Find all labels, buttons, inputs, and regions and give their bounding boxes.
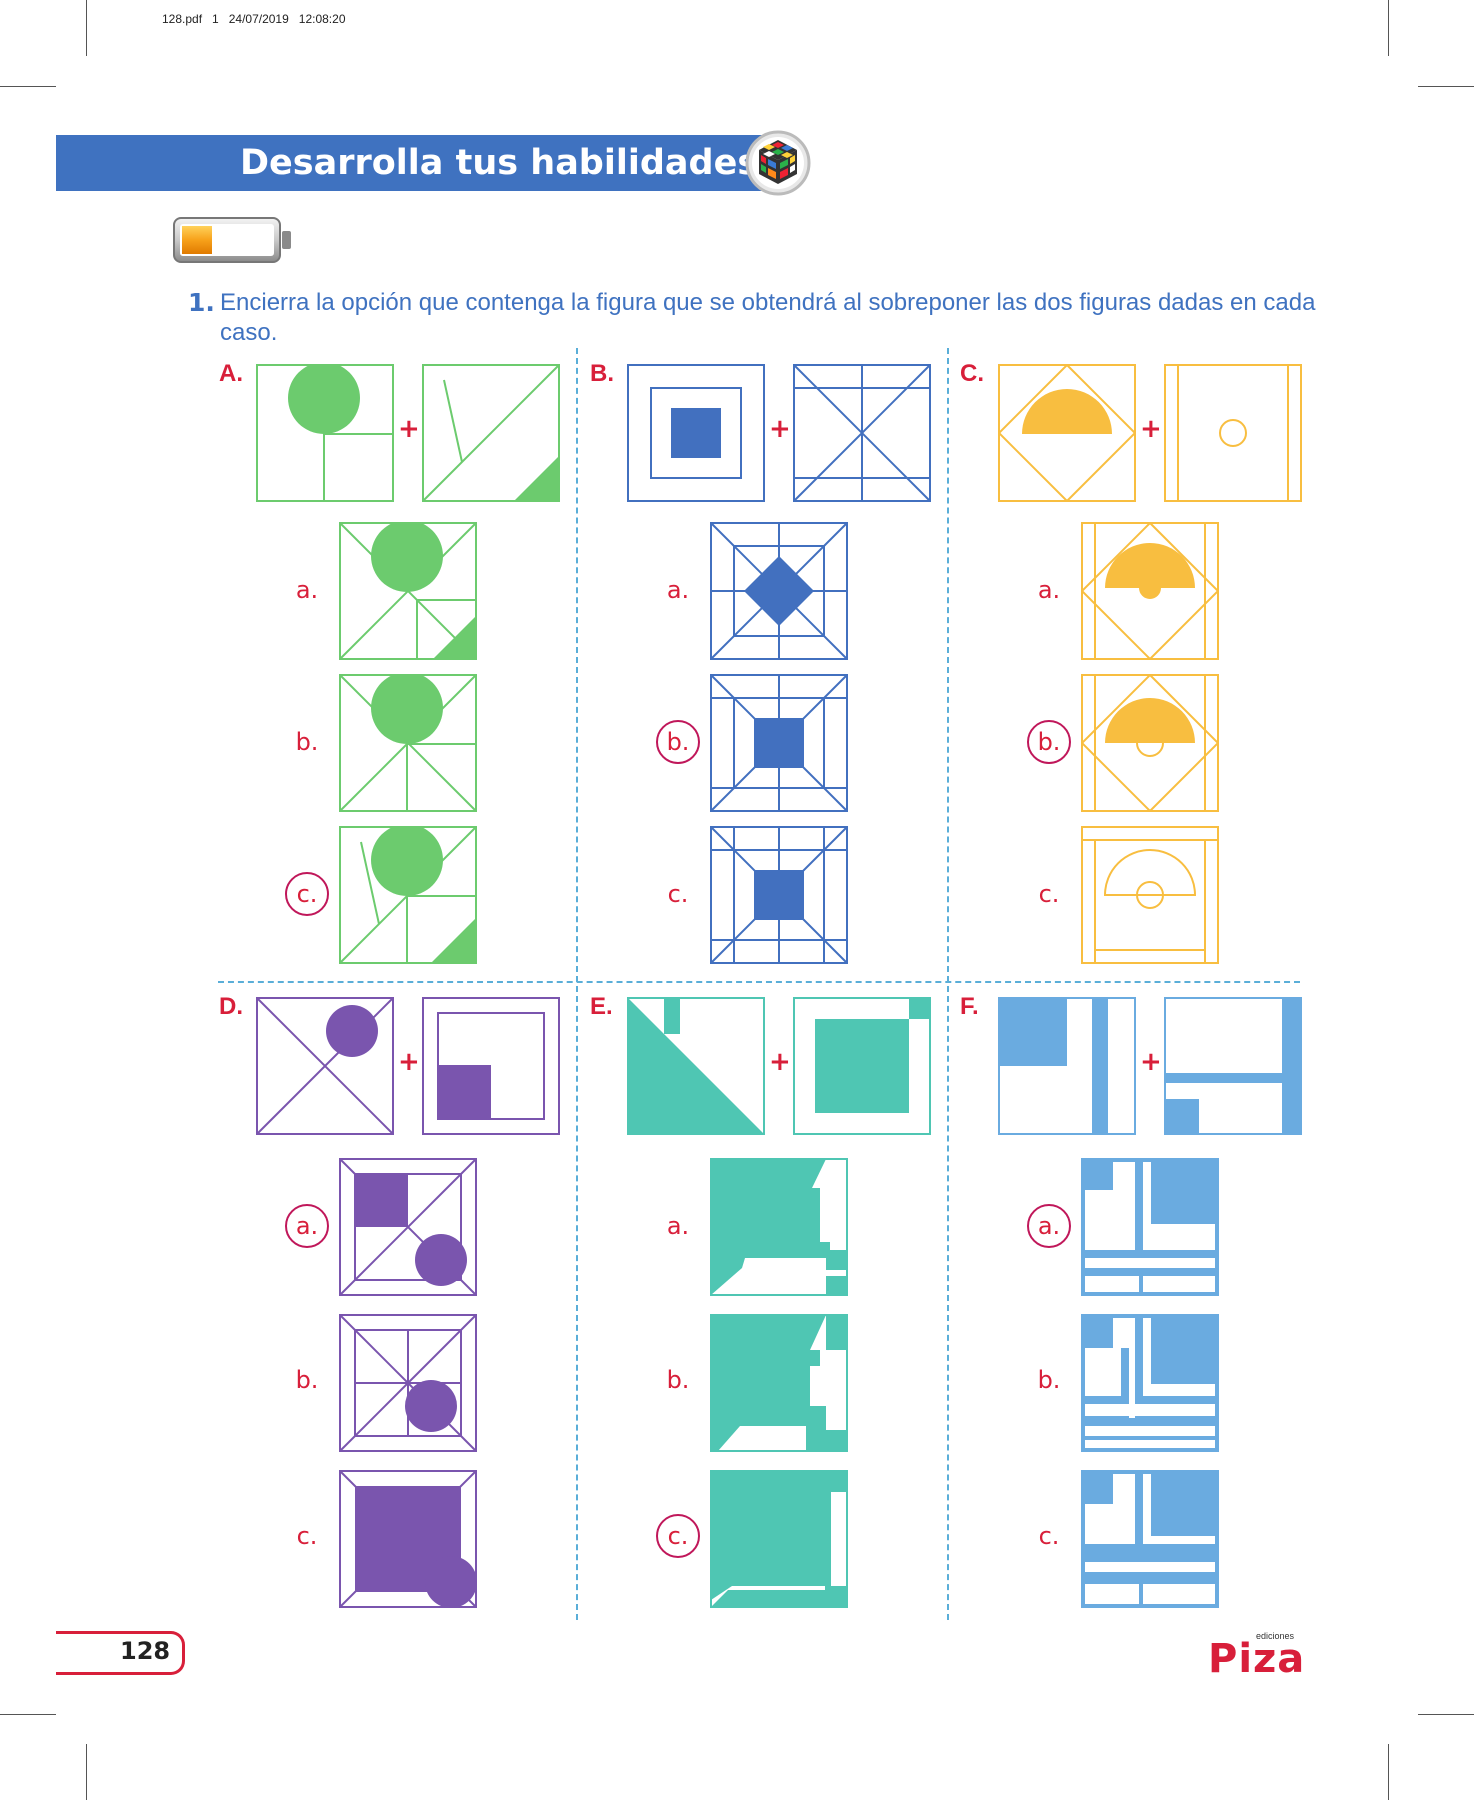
plus-sign: + (1140, 414, 1162, 444)
plus-sign: + (1140, 1047, 1162, 1077)
column-divider (576, 348, 578, 1620)
problem-c-figure-2 (1164, 364, 1302, 502)
page-number: 128 (120, 1637, 171, 1665)
option-label-selected[interactable]: c. (285, 872, 329, 916)
problem-a-option-a[interactable] (339, 522, 477, 660)
option-label[interactable]: b. (295, 728, 319, 756)
problem-a-figure-2 (422, 364, 560, 502)
problem-b-option-b[interactable] (710, 674, 848, 812)
problem-a-option-c[interactable] (339, 826, 477, 964)
plus-sign: + (769, 1047, 791, 1077)
battery-level-icon (172, 216, 294, 264)
option-label[interactable]: a. (666, 576, 690, 604)
plus-sign: + (769, 414, 791, 444)
option-label[interactable]: a. (666, 1212, 690, 1240)
problem-label-d: D. (219, 993, 243, 1020)
problem-b-option-a[interactable] (710, 522, 848, 660)
problem-e-figure-1 (627, 997, 765, 1135)
problem-f-figure-1 (998, 997, 1136, 1135)
brand-subtitle: ediciones (1256, 1631, 1295, 1641)
option-label[interactable]: a. (295, 576, 319, 604)
problem-b-option-c[interactable] (710, 826, 848, 964)
option-label[interactable]: b. (1037, 1366, 1061, 1394)
question-number: 1. (188, 288, 215, 317)
section-banner: Desarrolla tus habilidades (56, 135, 780, 191)
plus-sign: + (398, 1047, 420, 1077)
option-label[interactable]: b. (666, 1366, 690, 1394)
page-number-box (56, 1631, 185, 1675)
problem-b-figure-2 (793, 364, 931, 502)
option-label-selected[interactable]: a. (285, 1204, 329, 1248)
section-title: Desarrolla tus habilidades (240, 143, 759, 183)
crop-mark (0, 86, 56, 87)
option-label[interactable]: c. (296, 1522, 318, 1550)
problem-e-figure-2 (793, 997, 931, 1135)
problem-label-e: E. (590, 993, 613, 1020)
problem-c-option-b[interactable] (1081, 674, 1219, 812)
crop-mark (0, 1714, 56, 1715)
problem-d-option-b[interactable] (339, 1314, 477, 1452)
problem-e-option-b[interactable] (710, 1314, 848, 1452)
problem-e-option-c[interactable] (710, 1470, 848, 1608)
question-text: Encierra la opción que contenga la figur… (220, 289, 1316, 346)
problem-c-option-c[interactable] (1081, 826, 1219, 964)
crop-mark (86, 1744, 87, 1800)
option-label-selected[interactable]: c. (656, 1514, 700, 1558)
problem-f-option-c[interactable] (1081, 1470, 1219, 1608)
problem-label-a: A. (219, 360, 243, 387)
crop-mark (1418, 1714, 1474, 1715)
option-label-selected[interactable]: a. (1027, 1204, 1071, 1248)
problem-d-option-a[interactable] (339, 1158, 477, 1296)
problem-label-c: C. (960, 360, 984, 387)
problem-d-option-c[interactable] (339, 1470, 477, 1608)
problem-label-f: F. (960, 993, 979, 1020)
option-label[interactable]: a. (1037, 576, 1061, 604)
problem-f-option-a[interactable] (1081, 1158, 1219, 1296)
crop-mark (1388, 0, 1389, 56)
option-label[interactable]: c. (1038, 880, 1060, 908)
problem-a-figure-1 (256, 364, 394, 502)
row-divider (218, 981, 1300, 983)
problem-e-option-a[interactable] (710, 1158, 848, 1296)
problem-b-figure-1 (627, 364, 765, 502)
crop-mark (1418, 86, 1474, 87)
crop-mark (86, 0, 87, 56)
brand-logo: Piza (1208, 1636, 1306, 1682)
problem-c-option-a[interactable] (1081, 522, 1219, 660)
problem-d-figure-2 (422, 997, 560, 1135)
option-label[interactable]: c. (667, 880, 689, 908)
print-info: 128.pdf 1 24/07/2019 12:08:20 (162, 12, 346, 26)
problem-f-figure-2 (1164, 997, 1302, 1135)
problem-f-option-b[interactable] (1081, 1314, 1219, 1452)
plus-sign: + (398, 414, 420, 444)
option-label-selected[interactable]: b. (656, 720, 700, 764)
problem-d-figure-1 (256, 997, 394, 1135)
problem-c-figure-1 (998, 364, 1136, 502)
problem-label-b: B. (590, 360, 614, 387)
problem-a-option-b[interactable] (339, 674, 477, 812)
rubiks-cube-icon (745, 130, 811, 196)
option-label[interactable]: b. (295, 1366, 319, 1394)
column-divider (947, 348, 949, 1620)
option-label-selected[interactable]: b. (1027, 720, 1071, 764)
option-label[interactable]: c. (1038, 1522, 1060, 1550)
crop-mark (1388, 1744, 1389, 1800)
